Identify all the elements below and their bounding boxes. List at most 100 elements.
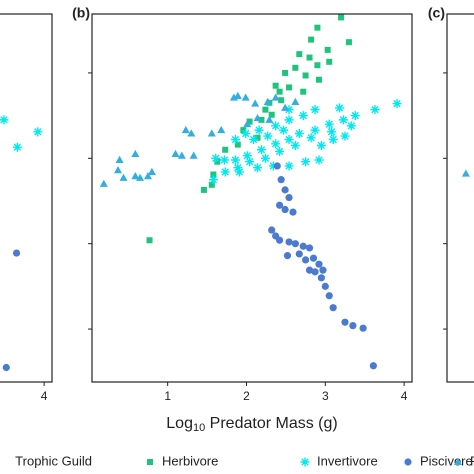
x-tick-label: 1 <box>164 389 171 403</box>
marker-circle <box>349 322 357 330</box>
marker-star <box>338 115 348 125</box>
x-tick-label: 2 <box>243 389 250 403</box>
marker-square <box>306 54 313 61</box>
marker-circle <box>305 244 314 252</box>
marker-circle <box>275 201 284 209</box>
marker-circle <box>277 176 285 184</box>
marker-circle <box>369 362 377 370</box>
marker-star <box>301 157 311 167</box>
marker-star <box>271 139 281 149</box>
marker-triangle <box>131 172 140 180</box>
legend-entry: Herbivore <box>147 453 218 468</box>
marker-triangle <box>217 125 226 134</box>
plot-frame <box>0 13 53 383</box>
marker-star <box>290 140 300 150</box>
legend-entry: Invertivore <box>300 453 378 468</box>
marker-square <box>278 97 285 104</box>
marker-star <box>334 103 344 113</box>
marker-star <box>328 135 338 145</box>
marker-star <box>316 140 326 150</box>
marker-circle <box>2 363 10 372</box>
marker-square <box>286 84 293 91</box>
marker-circle <box>273 162 281 170</box>
marker-circle <box>311 268 319 276</box>
marker-star <box>310 125 320 135</box>
marker-circle <box>321 282 329 290</box>
marker-triangle <box>253 113 262 122</box>
marker-star <box>12 142 22 152</box>
legend-label: Planktivore <box>470 453 474 468</box>
marker-star <box>242 151 252 161</box>
marker-triangle <box>99 179 108 187</box>
legend-entry: Planktivore <box>454 453 474 468</box>
marker-square <box>200 186 207 193</box>
marker-triangle <box>147 167 156 175</box>
marker-triangle <box>263 97 272 105</box>
marker-star <box>0 115 9 125</box>
marker-star <box>275 146 285 156</box>
marker-square <box>240 127 247 134</box>
marker-triangle <box>251 99 260 107</box>
marker-square <box>282 69 289 76</box>
marker-star <box>249 135 259 145</box>
marker-circle <box>289 208 297 216</box>
marker-triangle <box>271 93 280 101</box>
marker-square <box>210 171 217 178</box>
marker-star <box>230 155 240 165</box>
marker-star <box>279 125 289 135</box>
marker-star <box>284 135 294 145</box>
marker-star <box>350 111 360 121</box>
x-tick-label: 4 <box>41 389 48 403</box>
marker-star <box>230 135 240 145</box>
marker-triangle <box>131 149 140 158</box>
marker-circle <box>275 236 284 244</box>
marker-triangle <box>189 151 198 159</box>
x-tick-label: 3 <box>322 389 329 403</box>
marker-triangle <box>281 103 290 111</box>
marker-square <box>262 106 269 113</box>
marker-square <box>276 88 283 95</box>
marker-star <box>271 121 281 131</box>
marker-square <box>345 39 352 46</box>
marker-triangle <box>171 149 180 158</box>
marker-circle <box>12 249 21 257</box>
marker-square <box>234 141 241 148</box>
plot-frame <box>446 13 474 383</box>
marker-star <box>263 131 273 141</box>
marker-circle <box>299 242 307 250</box>
marker-square <box>338 14 345 21</box>
marker-star <box>260 153 270 163</box>
marker-circle <box>283 252 292 260</box>
marker-triangle <box>136 173 145 181</box>
marker-circle <box>268 226 276 234</box>
marker-star <box>220 167 230 177</box>
legend-title: Trophic Guild <box>15 453 92 468</box>
marker-star <box>340 131 350 141</box>
marker-star <box>253 163 263 173</box>
marker-circle <box>341 318 349 326</box>
marker-star <box>294 129 304 139</box>
marker-star <box>314 155 324 165</box>
marker-star <box>346 121 356 131</box>
marker-circle <box>301 256 310 264</box>
marker-star <box>33 127 43 137</box>
marker-square <box>326 58 333 65</box>
marker-square <box>300 88 307 95</box>
marker-square <box>272 82 279 89</box>
marker-triangle <box>114 166 123 174</box>
marker-square <box>214 158 221 165</box>
marker-square <box>314 62 321 69</box>
marker-square <box>314 24 321 31</box>
marker-circle <box>315 260 323 268</box>
x-axis-label: Log10 Predator Mass (g) <box>166 415 337 434</box>
marker-circle <box>285 193 293 202</box>
marker-star <box>211 153 221 163</box>
marker-circle <box>295 250 303 258</box>
panel-label: (c) <box>428 5 445 21</box>
x-axis-label-part: Predator Mass (g) <box>205 415 337 432</box>
x-axis-label-part: Log <box>166 415 193 432</box>
marker-square <box>308 36 315 43</box>
marker-star <box>310 105 320 115</box>
legend-label: Invertivore <box>317 453 378 468</box>
